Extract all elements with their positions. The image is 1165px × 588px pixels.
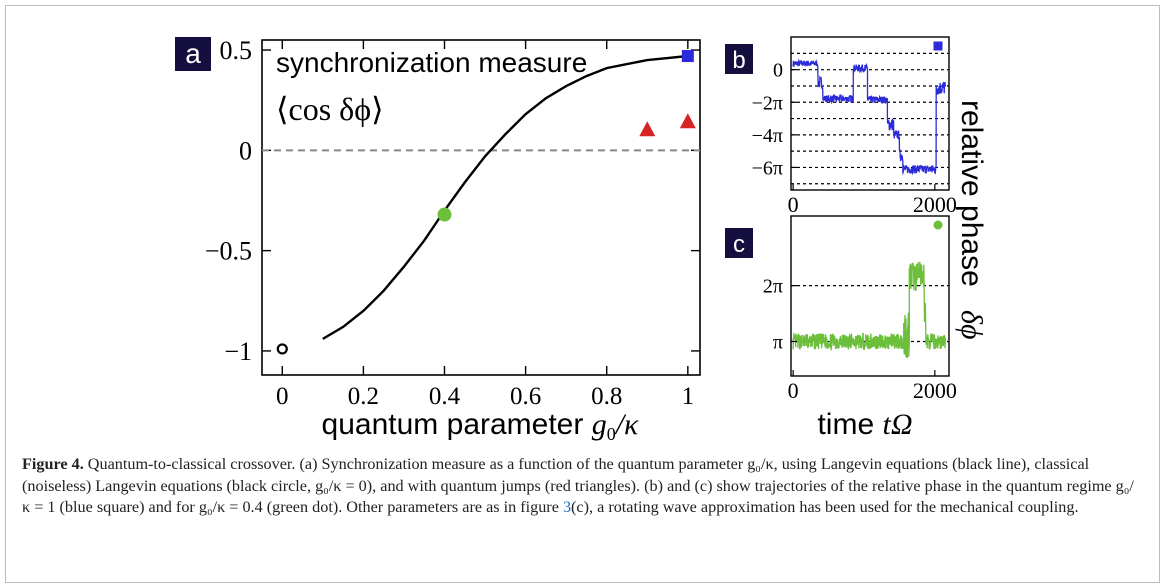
panel-b-label: b [732, 47, 745, 74]
c-xtick-label: 0 [788, 378, 799, 403]
b-ytick-label: 0 [773, 60, 783, 82]
panel-c-label-box [725, 228, 753, 258]
caption-text: Quantum-to-classical crossover. (a) Sync… [22, 455, 1134, 516]
b-ytick-label: −6π [752, 157, 783, 179]
a-xtick-label: 0.2 [348, 383, 379, 410]
panel-a-marks [262, 50, 700, 355]
c-phase-trace [792, 261, 946, 359]
panel-b-label-box [725, 44, 753, 74]
figure-frame [5, 5, 1160, 583]
a-blue-square [681, 50, 694, 63]
a-green-point [437, 207, 452, 222]
panel-a: 0 0.2 0.4 0.6 0.8 1 −1 −0.5 0 0.5 a synchronizati… [175, 36, 701, 444]
panel-b: 0 2000 0 −2π −4π −6π b [725, 36, 957, 217]
a-langevin-curve [322, 54, 688, 340]
panel-c-ticks: 0 2000 π 2π [763, 220, 957, 403]
panel-c-plot-frame [790, 215, 950, 377]
a-ytick-label: 0.5 [220, 36, 253, 65]
a-ytick-label: 0 [239, 136, 252, 165]
c-marker-dot [933, 220, 943, 230]
panel-b-trace [792, 58, 946, 176]
b-phase-trace [792, 58, 946, 176]
panel-a-xlabel: quantum parameter g0/κ [322, 408, 639, 444]
a-xtick-label: 0.8 [591, 383, 622, 410]
figure-caption: Figure 4. Quantum-to-classical crossover… [22, 454, 1142, 519]
a-red-triangle [639, 121, 656, 137]
panel-a-plot-frame [261, 39, 701, 376]
b-ytick-label: −2π [752, 92, 783, 114]
figure-panels: 0 0.2 0.4 0.6 0.8 1 −1 −0.5 0 0.5 a synchronizati… [175, 36, 988, 444]
c-ytick-label: 2π [763, 276, 783, 298]
panel-a-label: a [185, 38, 201, 69]
a-xtick-label: 0 [276, 383, 289, 410]
panel-c: 0 2000 π 2π c time tΩ [725, 215, 957, 441]
b-ytick-label: −4π [752, 125, 783, 147]
panel-a-label-box [175, 37, 211, 71]
a-xtick-label: 0.4 [429, 383, 461, 410]
caption-tail: (c), a rotating wave approximation has b… [571, 498, 1079, 516]
caption-figure-link[interactable]: 3 [562, 498, 572, 516]
caption-figure-label: Figure 4. [22, 455, 84, 473]
b-xtick-label: 0 [788, 192, 799, 217]
a-ytick-label: −1 [224, 337, 252, 366]
a-ytick-label: −0.5 [205, 237, 252, 266]
a-red-triangle [679, 113, 696, 129]
shared-ylabel-symbol: δϕ [955, 310, 988, 339]
a-xtick-label: 1 [682, 383, 695, 410]
panel-bc-xlabel: time tΩ [817, 408, 912, 441]
panel-b-plot-frame [790, 36, 950, 191]
panel-a-ticks: 0 0.2 0.4 0.6 0.8 1 −1 −0.5 0 0.5 [205, 36, 700, 410]
panel-c-trace [792, 261, 946, 359]
a-xtick-label: 0.6 [510, 383, 541, 410]
c-xtick-label: 2000 [913, 378, 957, 403]
shared-ylabel-text: relative phase [955, 100, 988, 287]
panel-a-measure-symbol: ⟨cos δϕ⟩ [276, 91, 384, 127]
b-marker-square [933, 41, 943, 51]
a-classical-point [276, 343, 288, 355]
panel-b-ticks: 0 2000 0 −2π −4π −6π [752, 41, 957, 217]
b-xtick-label: 2000 [913, 192, 957, 217]
panel-b-grid [791, 52, 949, 185]
c-ytick-label: π [773, 331, 783, 353]
panel-a-title: synchronization measure [276, 47, 587, 78]
shared-ylabel: relative phase δϕ [955, 100, 988, 339]
panel-c-label: c [733, 231, 745, 258]
